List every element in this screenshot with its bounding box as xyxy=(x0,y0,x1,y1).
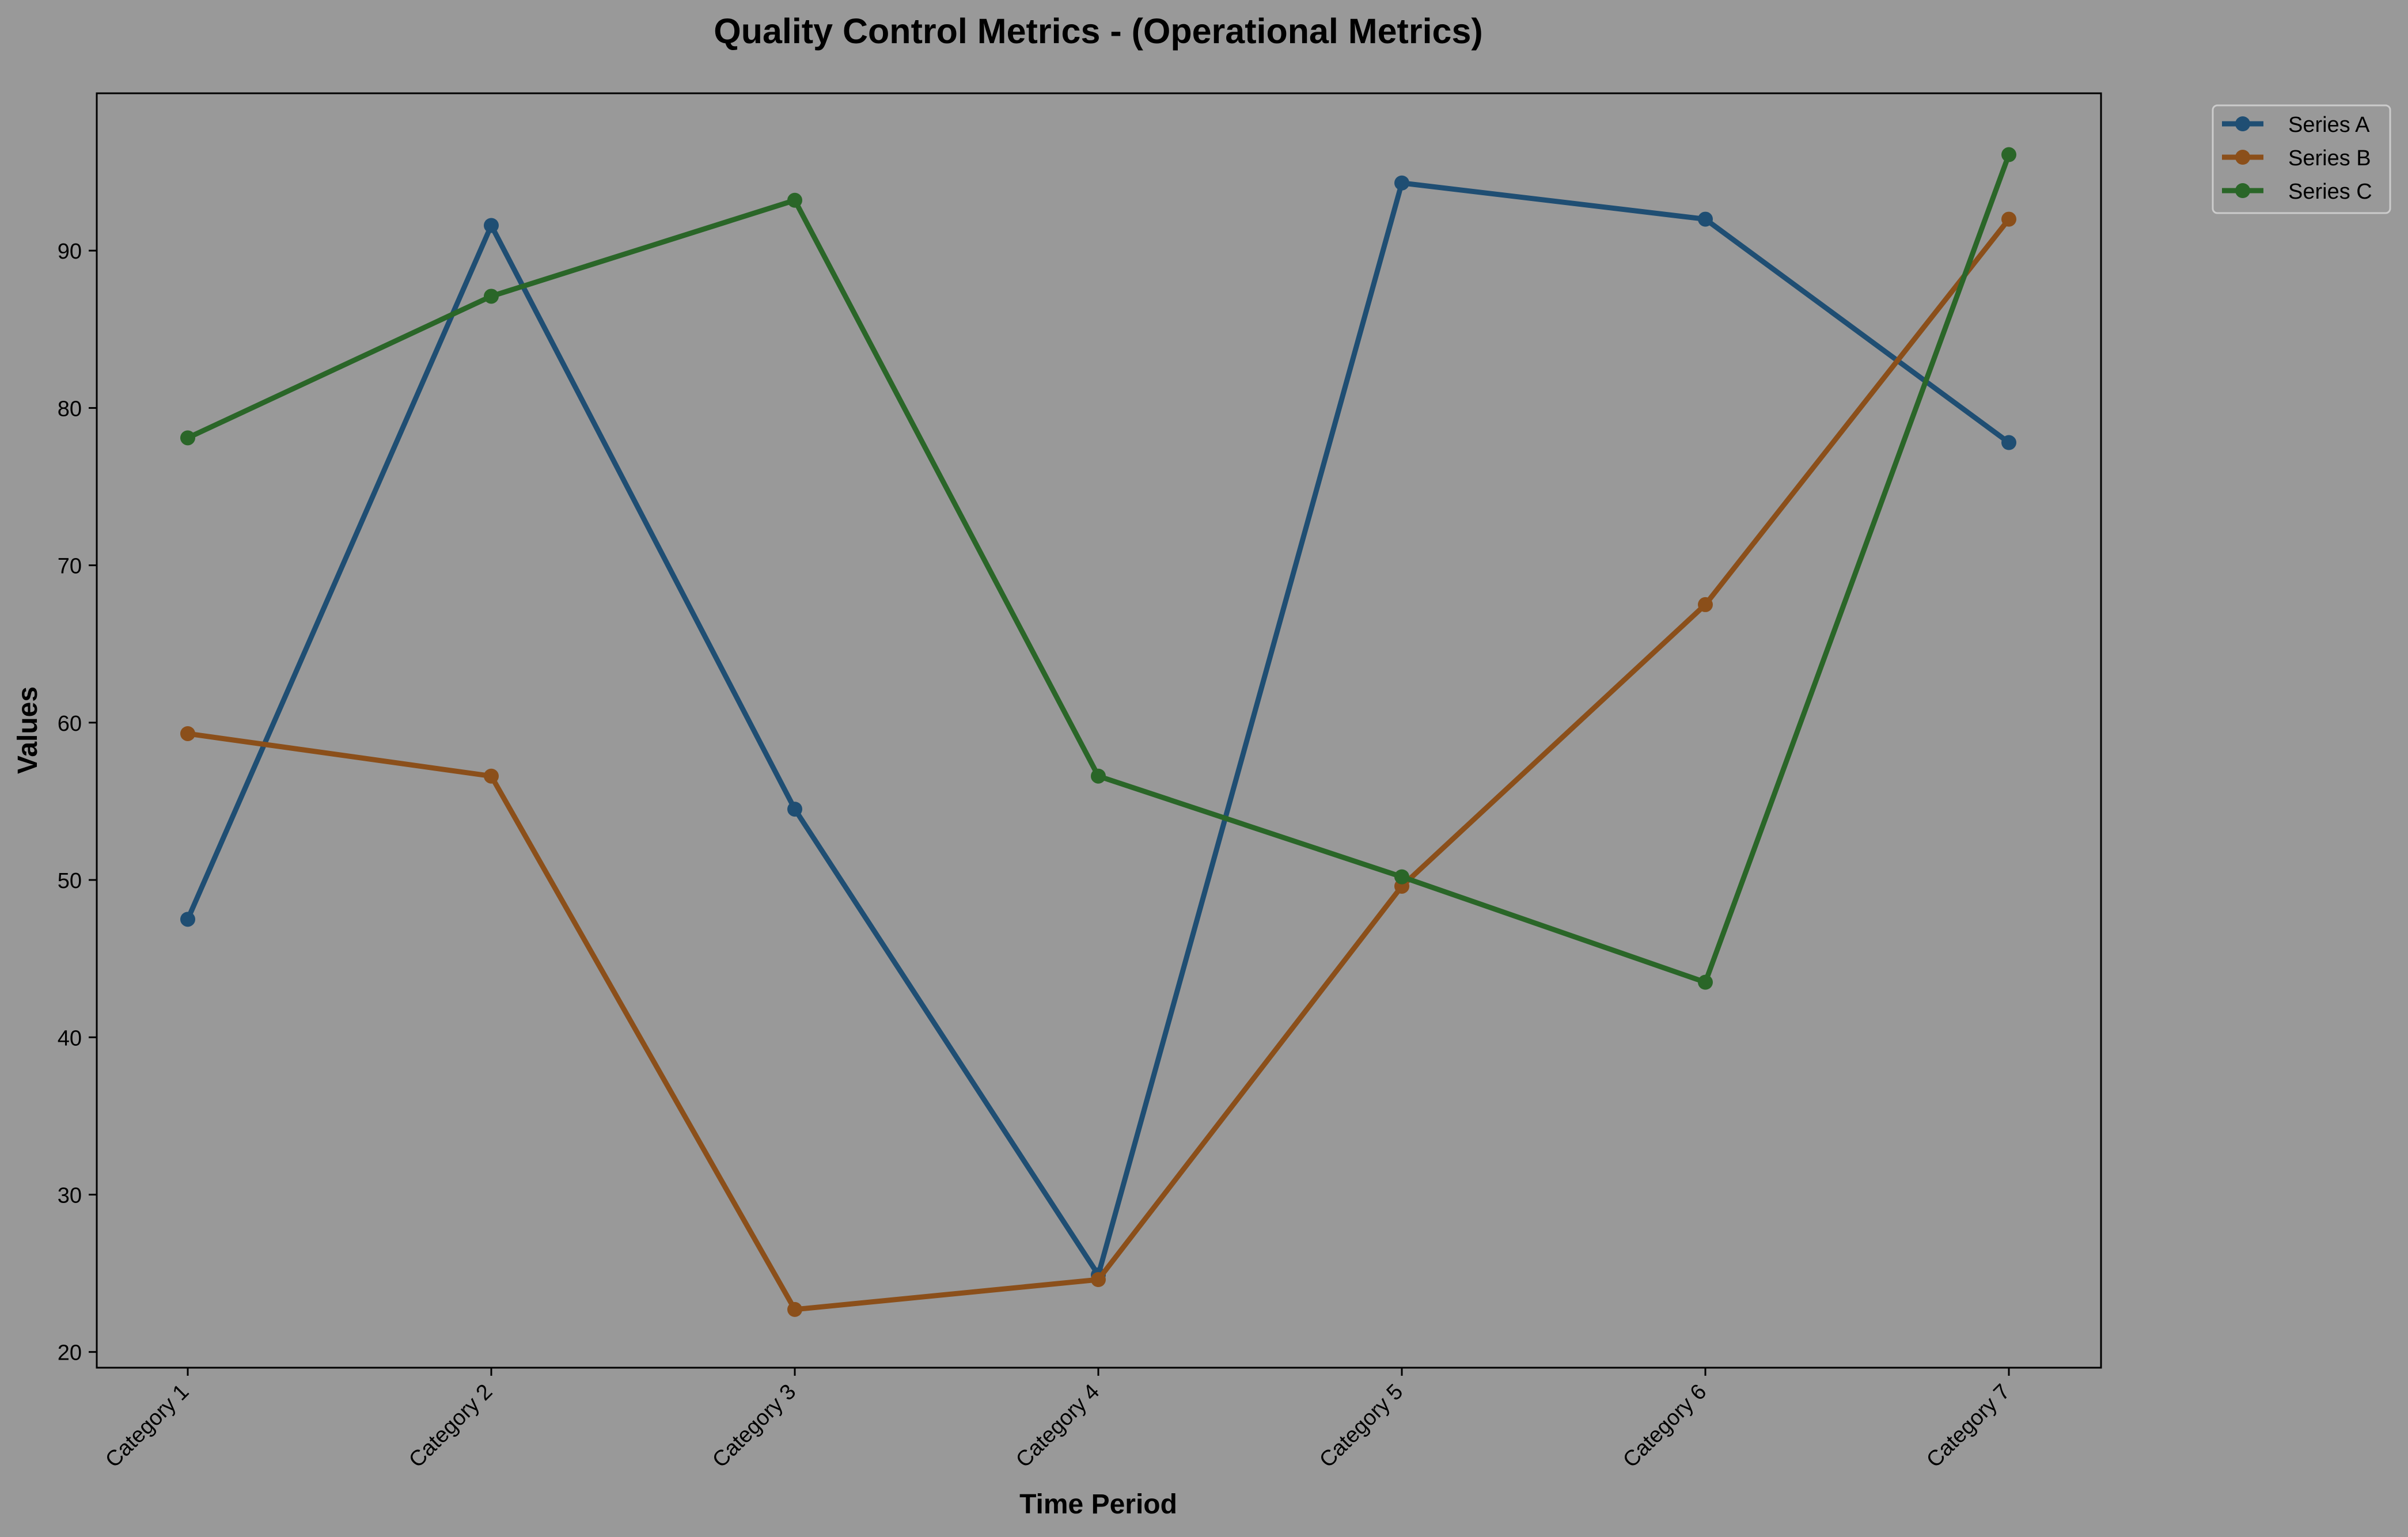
x-tick-label: Category 1 xyxy=(101,1380,194,1473)
legend-marker xyxy=(2235,150,2250,165)
data-point xyxy=(787,192,802,208)
data-point xyxy=(1698,211,1713,227)
legend-label: Series A xyxy=(2288,113,2370,137)
data-point xyxy=(2001,435,2016,450)
series-1 xyxy=(180,175,2016,1282)
series-2 xyxy=(180,211,2016,1317)
data-point xyxy=(1698,597,1713,612)
data-point xyxy=(180,726,195,741)
data-point xyxy=(484,289,499,304)
y-tick-label: 30 xyxy=(58,1183,82,1208)
data-point xyxy=(180,912,195,927)
series-line xyxy=(187,217,2011,1312)
y-tick-label: 60 xyxy=(58,712,82,736)
data-point xyxy=(484,768,499,784)
data-point xyxy=(180,430,195,446)
series-line xyxy=(185,180,2011,1278)
data-point xyxy=(787,1301,802,1317)
data-point xyxy=(484,218,499,233)
y-tick-label: 20 xyxy=(58,1341,82,1365)
data-point xyxy=(1091,768,1106,784)
y-tick-label: 90 xyxy=(58,240,82,264)
x-tick-label: Category 3 xyxy=(708,1380,801,1473)
x-tick-label: Category 5 xyxy=(1315,1380,1408,1473)
series-layer xyxy=(180,147,2016,1317)
y-tick-label: 40 xyxy=(58,1026,82,1050)
data-point xyxy=(1394,869,1409,885)
chart-title: Quality Control Metrics - (Operational M… xyxy=(714,12,1482,51)
legend-marker xyxy=(2235,183,2250,198)
x-tick-label: Category 7 xyxy=(1922,1380,2015,1473)
legend-label: Series C xyxy=(2288,180,2372,204)
x-tick-label: Category 2 xyxy=(404,1380,497,1473)
data-point xyxy=(1394,175,1409,191)
legend: Series A Series B Series C xyxy=(2212,104,2391,214)
x-tick-label: Category 4 xyxy=(1011,1380,1104,1473)
legend-box xyxy=(2212,104,2391,214)
y-tick-label: 70 xyxy=(58,555,82,579)
data-point xyxy=(787,802,802,817)
data-point xyxy=(1698,974,1713,990)
x-tick-label: Category 6 xyxy=(1618,1380,1711,1473)
y-axis: 20 30 40 50 60 70 80 90 xyxy=(58,240,97,1365)
data-point xyxy=(2001,211,2016,227)
data-point xyxy=(2001,147,2016,162)
data-point xyxy=(1091,1272,1106,1288)
y-tick-label: 50 xyxy=(58,869,82,893)
legend-label: Series B xyxy=(2288,146,2371,170)
x-axis: Category 1 Category 2 Category 3 Category 4… xyxy=(101,1368,2015,1473)
x-axis-label: Time Period xyxy=(1019,1489,1177,1520)
series-3 xyxy=(180,147,2016,990)
y-axis-label: Values xyxy=(13,686,43,774)
y-tick-label: 80 xyxy=(58,397,82,421)
legend-marker xyxy=(2235,116,2250,131)
